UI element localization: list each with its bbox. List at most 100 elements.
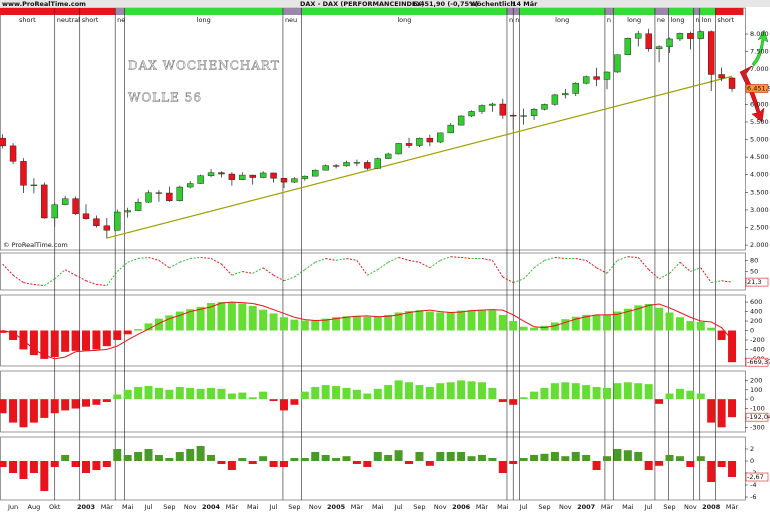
- candle-body: [384, 153, 392, 159]
- value-tag-label: 21,3: [747, 278, 761, 286]
- candle-body: [645, 33, 652, 50]
- histogram-bar: [488, 387, 497, 400]
- y-tick-label: 7.000: [750, 65, 769, 73]
- candle-body: [374, 158, 381, 169]
- histogram-bar: [352, 461, 361, 464]
- histogram-bar: [728, 399, 737, 418]
- y-tick-label: 4.500: [750, 153, 769, 161]
- signal-segment: [693, 8, 700, 15]
- histogram-bar: [342, 316, 351, 331]
- histogram-bar: [61, 455, 70, 461]
- candle-body: [186, 183, 194, 188]
- x-tick-label: Jul: [519, 503, 528, 511]
- histogram-bar: [165, 389, 174, 400]
- histogram-bar: [321, 385, 330, 400]
- oscillator-segment: [585, 259, 597, 269]
- y-tick-label: -300: [750, 423, 765, 431]
- histogram-bar: [279, 399, 288, 411]
- histogram-bar: [384, 385, 393, 400]
- histogram-bar: [717, 399, 726, 428]
- histogram-bar: [436, 312, 445, 331]
- x-tick-label: Jul: [644, 503, 653, 511]
- y-tick-label: 5.000: [750, 136, 769, 144]
- histogram-bar: [488, 310, 497, 331]
- histogram-bar: [623, 382, 632, 400]
- oscillator-segment: [190, 256, 201, 260]
- histogram-bar: [530, 455, 539, 461]
- histogram-bar: [467, 456, 476, 461]
- histogram-bar: [665, 455, 674, 461]
- histogram-bar: [186, 309, 195, 331]
- oscillator-segment: [273, 274, 285, 282]
- histogram-bar: [0, 461, 7, 467]
- histogram-bar: [519, 458, 528, 461]
- histogram-bar: [696, 321, 705, 331]
- histogram-bar: [134, 452, 143, 461]
- histogram-bar: [550, 322, 559, 331]
- signal-label: ne: [657, 16, 665, 24]
- histogram-bar: [634, 383, 643, 400]
- oscillator-segment: [44, 278, 56, 286]
- value-tag-label: -192,04: [747, 413, 770, 421]
- signal-segment: [124, 8, 283, 15]
- x-tick-label: Jul: [269, 503, 278, 511]
- y-tick-label: 6.000: [750, 100, 769, 108]
- histogram-bar: [332, 317, 341, 331]
- candle-body: [708, 31, 715, 75]
- histogram-bar: [394, 450, 403, 461]
- candle-body: [145, 192, 152, 203]
- histogram-bar: [144, 386, 153, 400]
- y-tick-label: -4: [750, 481, 756, 489]
- y-tick-label: 3.500: [750, 188, 769, 196]
- histogram-bar: [582, 455, 591, 461]
- histogram-bar: [373, 316, 382, 331]
- oscillator-segment: [12, 274, 24, 284]
- oscillator-segment: [179, 258, 191, 263]
- histogram-bar: [342, 387, 351, 400]
- histogram-bar: [446, 382, 455, 400]
- candle-body: [218, 172, 225, 175]
- oscillator-segment: [711, 280, 722, 284]
- oscillator-segment: [221, 263, 233, 276]
- histogram-bar: [259, 309, 268, 331]
- histogram-bar: [592, 386, 601, 400]
- candle-body: [551, 94, 559, 105]
- candle-body: [457, 115, 465, 126]
- histogram-bar: [592, 461, 601, 470]
- histogram-bar: [655, 307, 664, 331]
- histogram-bar: [405, 461, 414, 464]
- oscillator-segment: [679, 261, 691, 272]
- candle-body: [322, 165, 329, 171]
- histogram-bar: [457, 452, 466, 461]
- histogram-bar: [509, 321, 518, 331]
- histogram-bar: [717, 461, 726, 467]
- x-tick-label: Mai: [622, 503, 634, 511]
- x-tick-label: Nov: [434, 503, 447, 511]
- histogram-bar: [373, 452, 382, 461]
- oscillator-segment: [252, 267, 264, 274]
- histogram-bar: [82, 461, 90, 473]
- candle-body: [510, 115, 517, 117]
- oscillator-segment: [325, 258, 337, 261]
- candle-body: [270, 172, 277, 179]
- histogram-bar: [9, 330, 18, 340]
- x-tick-label: 2007: [577, 503, 595, 511]
- candle-body: [603, 71, 611, 80]
- oscillator-segment: [419, 261, 431, 269]
- candle-body: [593, 76, 600, 80]
- oscillator-segment: [669, 261, 681, 274]
- source: www.ProRealTime.com: [2, 0, 86, 8]
- candle-body: [249, 174, 256, 178]
- oscillator-segment: [346, 258, 358, 261]
- histogram-bar: [102, 399, 111, 402]
- candle-body: [0, 137, 6, 147]
- signal-label: long: [627, 16, 641, 24]
- candle-body: [718, 74, 725, 79]
- value-tag-label: -669,37: [747, 358, 770, 366]
- histogram-bar: [154, 387, 163, 400]
- candle-body: [259, 172, 267, 178]
- candle-body: [697, 31, 704, 39]
- candle-body: [332, 165, 340, 167]
- histogram-bar: [696, 393, 705, 400]
- candle-body: [635, 33, 642, 39]
